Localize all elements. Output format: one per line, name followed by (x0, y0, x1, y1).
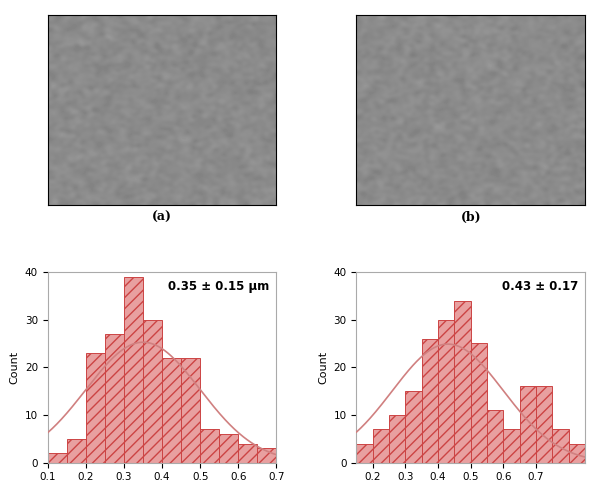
Bar (569, 444, 585, 463)
Bar (181, 358, 200, 463)
Bar (162, 358, 181, 463)
Bar (200, 429, 219, 463)
Bar (487, 410, 503, 463)
Bar (454, 300, 471, 463)
Text: 0.43 ± 0.17: 0.43 ± 0.17 (502, 280, 578, 293)
Bar (257, 449, 276, 463)
Bar (389, 415, 405, 463)
Bar (48, 453, 67, 463)
Bar (421, 339, 438, 463)
Y-axis label: Count: Count (318, 351, 328, 384)
Bar (238, 444, 257, 463)
Y-axis label: Count: Count (10, 351, 19, 384)
Bar (143, 319, 162, 463)
Bar (471, 343, 487, 463)
X-axis label: (a): (a) (152, 211, 172, 224)
Bar (536, 386, 552, 463)
Bar (405, 391, 421, 463)
Bar (124, 277, 143, 463)
Bar (373, 429, 389, 463)
Text: 0.35 ± 0.15 μm: 0.35 ± 0.15 μm (168, 280, 269, 293)
Bar (86, 353, 105, 463)
Bar (438, 319, 454, 463)
Bar (67, 439, 86, 463)
Bar (503, 429, 520, 463)
Bar (105, 334, 124, 463)
Bar (520, 386, 536, 463)
X-axis label: (b): (b) (460, 211, 481, 224)
Bar (356, 444, 373, 463)
Bar (552, 429, 569, 463)
Bar (219, 434, 238, 463)
